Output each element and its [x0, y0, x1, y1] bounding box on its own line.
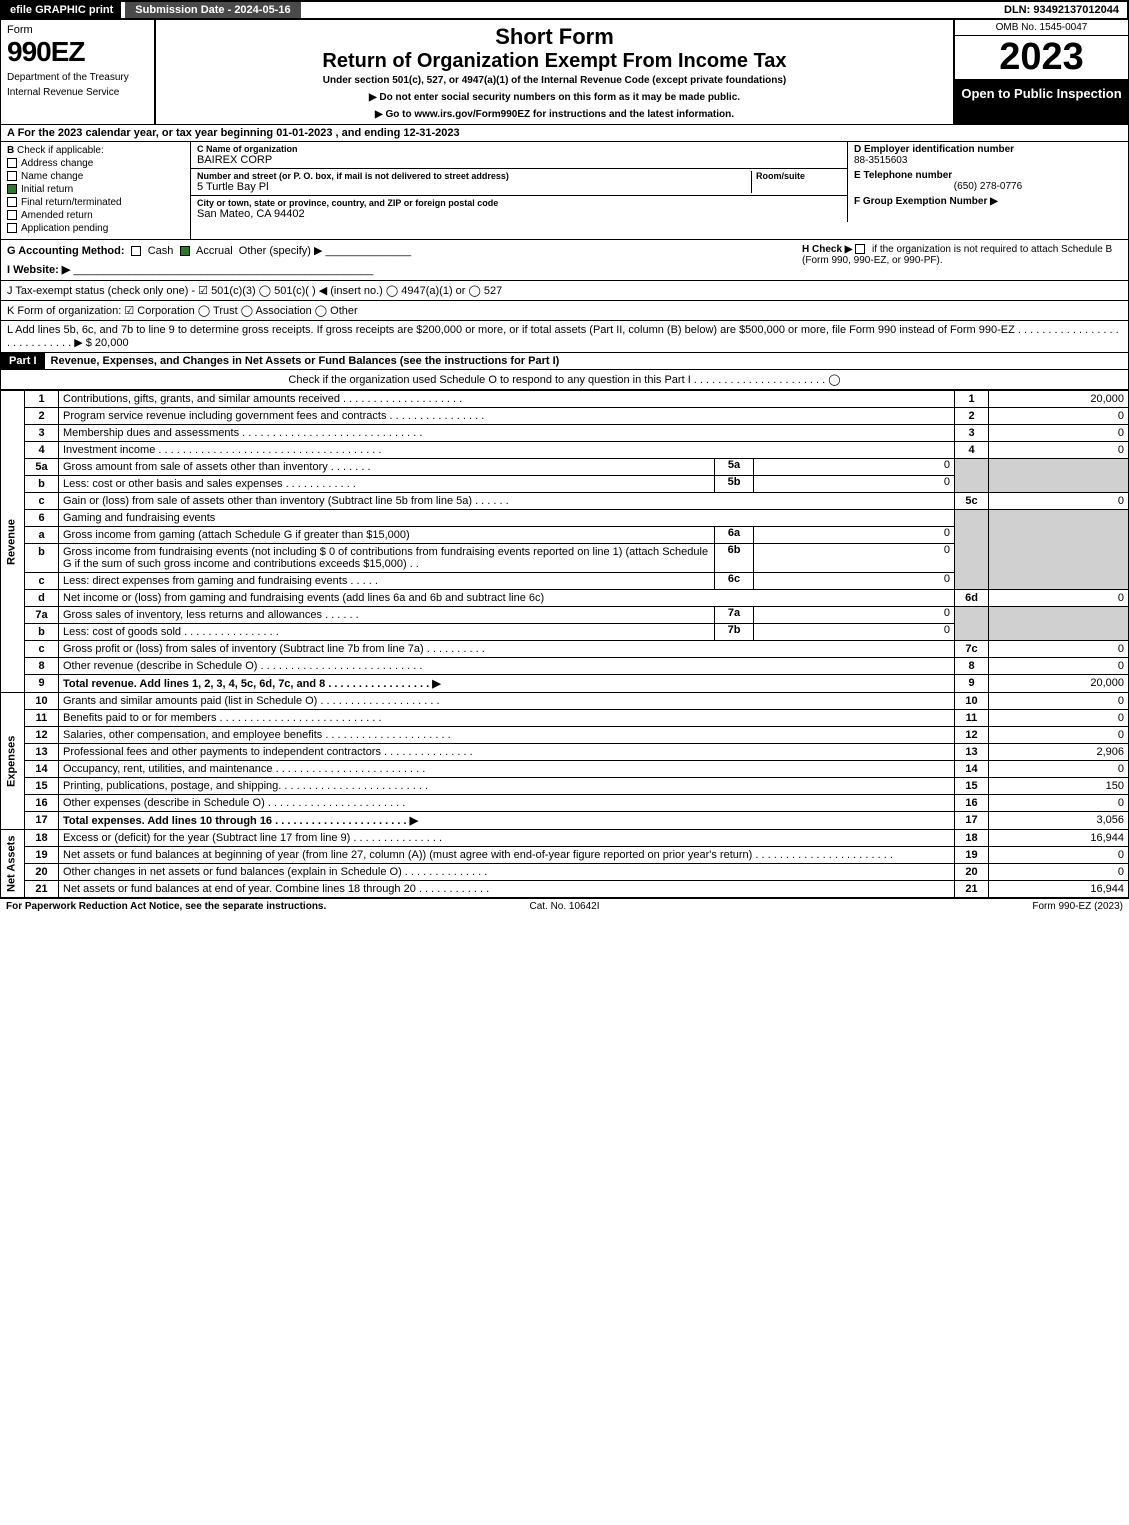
checkbox-schedule-b[interactable] [855, 244, 865, 254]
line-j: J Tax-exempt status (check only one) - ☑… [0, 281, 1129, 301]
form-header: Form 990EZ Department of the Treasury In… [0, 20, 1129, 125]
year-block: OMB No. 1545-0047 2023 Open to Public In… [953, 20, 1128, 124]
form-subtitle: Under section 501(c), 527, or 4947(a)(1)… [323, 75, 786, 86]
section-b-to-f: B Check if applicable: Address change Na… [0, 142, 1129, 240]
phone: (650) 278-0776 [854, 181, 1122, 192]
omb-number: OMB No. 1545-0047 [955, 20, 1128, 36]
form-id-block: Form 990EZ Department of the Treasury In… [1, 20, 156, 124]
short-form-label: Short Form [495, 24, 614, 50]
part-i-check: Check if the organization used Schedule … [0, 370, 1129, 390]
open-inspection: Open to Public Inspection [955, 80, 1128, 124]
org-name-label: C Name of organization [197, 144, 841, 154]
form-ref: Form 990-EZ (2023) [751, 901, 1123, 912]
paperwork-notice: For Paperwork Reduction Act Notice, see … [6, 901, 378, 912]
checkbox-amended[interactable] [7, 210, 17, 220]
sidetab-expenses: Expenses [1, 693, 25, 830]
box-b: B Check if applicable: Address change Na… [1, 142, 191, 239]
check-applicable: Check if applicable: [17, 145, 104, 156]
sidetab-revenue: Revenue [1, 391, 25, 693]
form-word: Form [7, 24, 148, 36]
checkbox-cash[interactable] [131, 246, 141, 256]
checkbox-final-return[interactable] [7, 197, 17, 207]
line-l: L Add lines 5b, 6c, and 7b to line 9 to … [0, 321, 1129, 353]
line-h-label: H Check ▶ [802, 244, 852, 255]
checkbox-accrual[interactable] [180, 246, 190, 256]
catalog-number: Cat. No. 10642I [378, 901, 750, 912]
street-label: Number and street (or P. O. box, if mail… [197, 171, 751, 181]
group-exemption-label: F Group Exemption Number ▶ [854, 196, 1122, 207]
org-name: BAIREX CORP [197, 154, 841, 166]
dept-treasury: Department of the Treasury [7, 72, 148, 83]
top-bar: efile GRAPHIC print Submission Date - 20… [0, 0, 1129, 20]
checkbox-name-change[interactable] [7, 171, 17, 181]
efile-print[interactable]: efile GRAPHIC print [2, 2, 121, 18]
line-i-label: I Website: ▶ [7, 264, 70, 276]
dln: DLN: 93492137012044 [996, 2, 1127, 18]
checkbox-pending[interactable] [7, 223, 17, 233]
ein: 88-3515603 [854, 155, 1122, 166]
part-i-label: Part I [1, 353, 45, 369]
line-a: A For the 2023 calendar year, or tax yea… [0, 125, 1129, 142]
submission-date: Submission Date - 2024-05-16 [125, 2, 300, 18]
part-i-header: Part I Revenue, Expenses, and Changes in… [0, 353, 1129, 370]
other-specify: Other (specify) ▶ [239, 245, 323, 257]
line-a-text: A For the 2023 calendar year, or tax yea… [7, 127, 460, 139]
line-1-value: 20,000 [989, 391, 1129, 408]
street: 5 Turtle Bay Pl [197, 181, 751, 193]
ein-label: D Employer identification number [854, 144, 1122, 155]
room-label: Room/suite [756, 171, 841, 181]
form-title-block: Short Form Return of Organization Exempt… [156, 20, 953, 124]
form-number: 990EZ [7, 36, 148, 68]
instructions-link[interactable]: ▶ Go to www.irs.gov/Form990EZ for instru… [375, 109, 734, 120]
part-i-title: Revenue, Expenses, and Changes in Net As… [45, 353, 566, 369]
line-g-label: G Accounting Method: [7, 245, 125, 257]
box-c-to-f: C Name of organization BAIREX CORP Numbe… [191, 142, 1128, 239]
checkbox-initial-return[interactable] [7, 184, 17, 194]
city: San Mateo, CA 94402 [197, 208, 841, 220]
sidetab-net-assets: Net Assets [1, 830, 25, 898]
ssn-warning: ▶ Do not enter social security numbers o… [369, 92, 740, 103]
box-b-label: B [7, 145, 14, 156]
irs: Internal Revenue Service [7, 87, 148, 98]
line-1-desc: Contributions, gifts, grants, and simila… [59, 391, 955, 408]
page-footer: For Paperwork Reduction Act Notice, see … [0, 898, 1129, 914]
line-k: K Form of organization: ☑ Corporation ◯ … [0, 301, 1129, 321]
checkbox-address-change[interactable] [7, 158, 17, 168]
line-g-h: G Accounting Method: Cash Accrual Other … [0, 240, 1129, 281]
form-title: Return of Organization Exempt From Incom… [322, 50, 786, 73]
tax-year: 2023 [955, 36, 1128, 80]
city-label: City or town, state or province, country… [197, 198, 841, 208]
phone-label: E Telephone number [854, 170, 1122, 181]
part-i-table: Revenue 1 Contributions, gifts, grants, … [0, 390, 1129, 898]
